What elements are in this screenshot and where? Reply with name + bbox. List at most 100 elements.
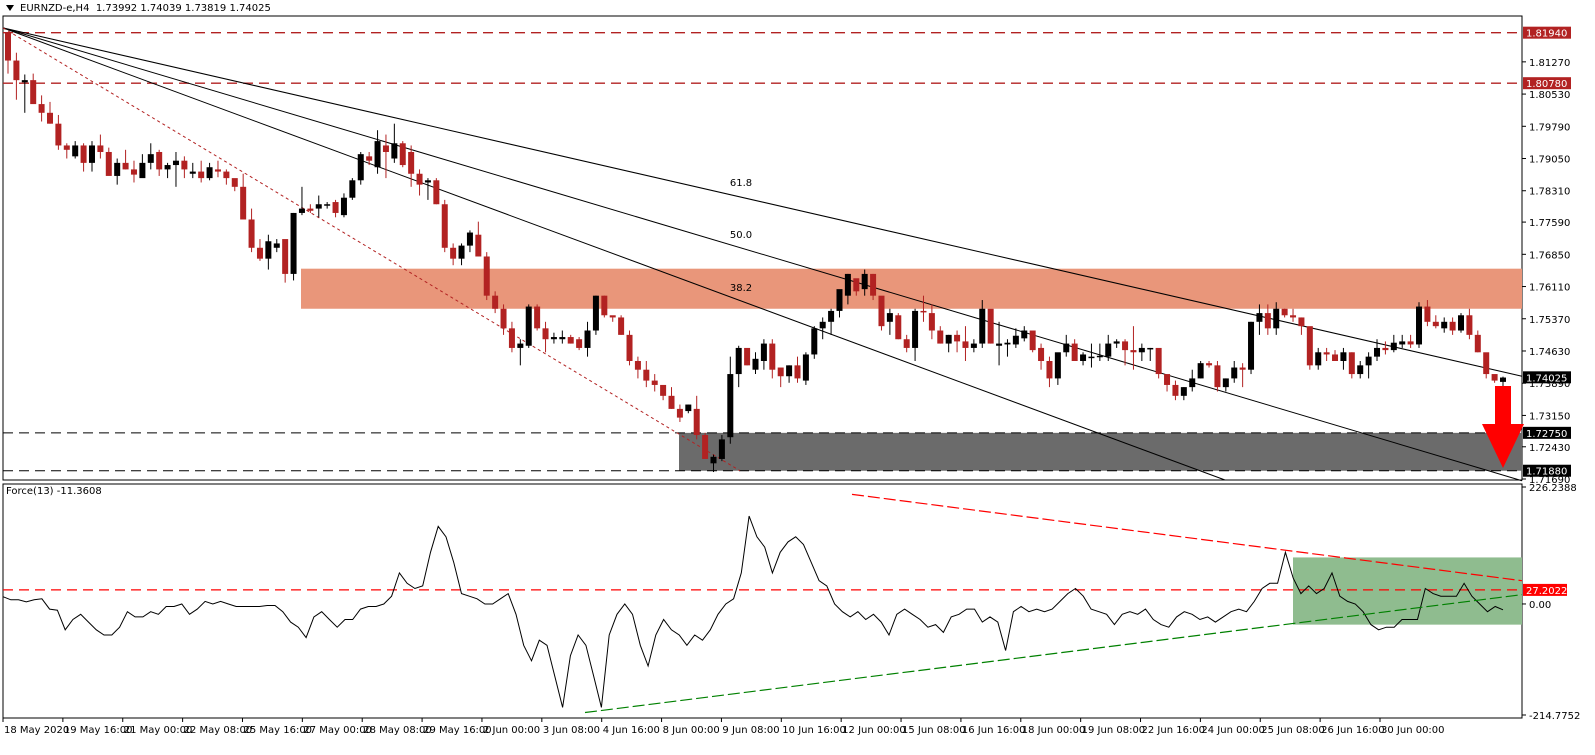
candle-body <box>139 162 146 179</box>
candle-body <box>63 145 70 150</box>
force-tick-label: -214.7752 <box>1529 711 1580 722</box>
candle-body <box>189 171 196 174</box>
candle-body <box>769 343 776 370</box>
candle-body <box>38 104 45 113</box>
candle-body <box>366 156 373 161</box>
candle-body <box>441 204 448 248</box>
candle-body <box>643 369 650 381</box>
candle-body <box>1432 321 1439 327</box>
price-tick-label: 1.76110 <box>1529 283 1570 294</box>
time-tick-label: 21 May 00:00 <box>124 725 193 736</box>
candle-body <box>693 408 700 436</box>
candle-body <box>450 247 457 259</box>
candle-body <box>382 145 389 152</box>
time-tick-label: 3 Jun 08:00 <box>543 725 600 736</box>
candle-body <box>1189 378 1196 388</box>
candle-body <box>668 395 675 409</box>
candle-body <box>1390 342 1397 351</box>
force-resistance-trendline <box>851 493 1523 582</box>
candle-body <box>1374 347 1381 357</box>
candle-body <box>777 367 784 377</box>
candle-body <box>618 317 625 335</box>
fib-fan-baseline <box>2 27 741 472</box>
price-tick-label: 1.73890 <box>1529 379 1570 390</box>
time-tick-label: 25 May 16:00 <box>243 725 312 736</box>
candle-body <box>1130 350 1137 353</box>
force-axis: 226.2388 0.00 -214.7752 27.2022 <box>1522 483 1580 722</box>
candle-body <box>609 315 616 318</box>
candle-body <box>1071 343 1078 361</box>
price-tick-label: 1.74630 <box>1529 347 1570 358</box>
candle-body <box>1449 321 1456 331</box>
time-tick-label: 10 Jun 16:00 <box>782 725 846 736</box>
candle-body <box>962 341 969 348</box>
price-level-badge-label: 1.80780 <box>1526 79 1567 90</box>
price-level-badge-label: 1.72750 <box>1526 429 1567 440</box>
candle-body <box>357 154 364 181</box>
candle-body <box>542 328 549 340</box>
candle-body <box>752 358 759 370</box>
candle-body <box>324 204 331 206</box>
price-level-badge <box>1523 371 1571 384</box>
candle-body <box>88 145 95 163</box>
price-level-badge <box>1523 426 1571 439</box>
candle-body <box>1332 354 1339 361</box>
candle-body <box>945 334 952 344</box>
force-tick-label: 0.00 <box>1529 600 1551 611</box>
price-axis: 1.81270 1.80530 1.79790 1.79050 1.78310 1.775… <box>1522 26 1571 486</box>
candle-body <box>206 167 213 179</box>
candle-body <box>315 204 322 209</box>
candle-body <box>1248 321 1255 370</box>
candle-body <box>1231 367 1238 379</box>
candle-body <box>1138 347 1145 353</box>
candle-body <box>1155 347 1162 375</box>
time-tick-label: 19 Jun 08:00 <box>1082 725 1146 736</box>
fib-level-label: 61.8 <box>730 178 752 189</box>
candle-body <box>870 273 877 296</box>
candle-body <box>181 160 188 170</box>
candle-body <box>819 321 826 329</box>
time-tick-label: 29 May 16:00 <box>423 725 492 736</box>
price-tick-label: 1.79790 <box>1529 122 1570 133</box>
candle-body <box>685 404 692 412</box>
candle-body <box>1382 347 1389 351</box>
candle-body <box>651 380 658 385</box>
candle-body <box>483 256 490 296</box>
candle-body <box>1407 341 1414 345</box>
time-tick-label: 26 Jun 16:00 <box>1321 725 1385 736</box>
candle-body <box>1172 384 1179 396</box>
candle-body <box>1105 343 1112 357</box>
time-tick-label: 2 Jun 00:00 <box>483 725 540 736</box>
price-tick-label: 1.76850 <box>1529 250 1570 261</box>
candle-body <box>1004 342 1011 345</box>
chart-title: EURNZD-e,H4 1.73992 1.74039 1.73819 1.74… <box>6 3 271 14</box>
candle-body <box>853 278 860 292</box>
candle-body <box>1206 363 1213 366</box>
time-tick-label: 24 Jun 00:00 <box>1201 725 1265 736</box>
fib-fan-38.2-line <box>2 27 1226 481</box>
candle-body <box>576 339 583 348</box>
price-tick-label: 1.78310 <box>1529 187 1570 198</box>
price-level-badge-label: 1.81940 <box>1526 29 1567 40</box>
candle-body <box>214 169 221 172</box>
candle-body <box>920 310 927 313</box>
candle-body <box>1054 352 1061 379</box>
candle-body <box>1256 313 1263 322</box>
candle-body <box>231 178 238 187</box>
candle-body <box>1088 356 1095 359</box>
candle-body <box>1483 352 1490 375</box>
candle-body <box>1164 374 1171 385</box>
candle-body <box>954 334 961 342</box>
collapse-triangle-icon[interactable] <box>6 5 14 11</box>
candle-body <box>592 295 599 331</box>
candle-body <box>1290 315 1297 318</box>
open-value: 1.73992 <box>95 3 138 14</box>
candle-body <box>626 334 633 361</box>
time-tick-label: 18 May 2020 <box>4 725 69 736</box>
price-tick-label: 1.75370 <box>1529 315 1570 326</box>
candle-body <box>727 374 734 438</box>
candle-body <box>550 337 557 340</box>
